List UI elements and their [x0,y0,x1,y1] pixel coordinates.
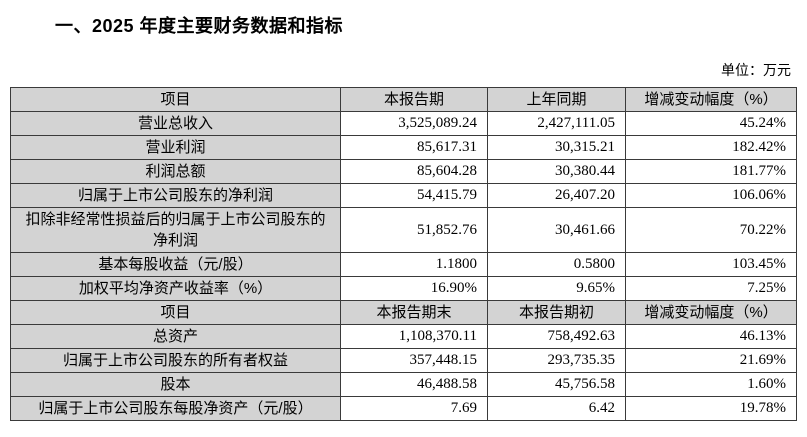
column-header-item: 项目 [10,300,341,325]
column-header-change: 增减变动幅度（%） [625,300,797,325]
prior-value: 6.42 [487,396,626,421]
section2-header-row: 项目 本报告期末 本报告期初 增减变动幅度（%） [10,300,797,325]
current-value: 7.69 [340,396,488,421]
row-label: 扣除非经常性损益后的归属于上市公司股东的净利润 [10,207,341,253]
row-label: 归属于上市公司股东的净利润 [10,183,341,208]
prior-value: 2,427,111.05 [487,111,626,136]
column-header-period-end: 本报告期末 [340,300,488,325]
table-row-weighted-avg-roe: 加权平均净资产收益率（%） 16.90% 9.65% 7.25% [10,276,797,301]
current-value: 46,488.58 [340,372,488,397]
current-value: 51,852.76 [340,207,488,253]
row-label: 归属于上市公司股东每股净资产（元/股） [10,396,341,421]
prior-value: 9.65% [487,276,626,301]
prior-value: 30,461.66 [487,207,626,253]
current-value: 357,448.15 [340,348,488,373]
prior-value: 0.5800 [487,252,626,277]
column-header-period-start: 本报告期初 [487,300,626,325]
row-label: 营业总收入 [10,111,341,136]
change-value: 103.45% [625,252,797,277]
table-row-net-assets-per-share: 归属于上市公司股东每股净资产（元/股） 7.69 6.42 19.78% [10,396,797,421]
change-value: 21.69% [625,348,797,373]
prior-value: 45,756.58 [487,372,626,397]
table-row-equity-attributable: 归属于上市公司股东的所有者权益 357,448.15 293,735.35 21… [10,348,797,373]
prior-value: 30,380.44 [487,159,626,184]
row-label: 营业利润 [10,135,341,160]
column-header-prior-period: 上年同期 [487,87,626,112]
table-row-total-assets: 总资产 1,108,370.11 758,492.63 46.13% [10,324,797,349]
row-label: 股本 [10,372,341,397]
row-label: 总资产 [10,324,341,349]
table-row-net-profit-attributable: 归属于上市公司股东的净利润 54,415.79 26,407.20 106.06… [10,183,797,208]
change-value: 106.06% [625,183,797,208]
current-value: 85,617.31 [340,135,488,160]
change-value: 182.42% [625,135,797,160]
section1-header-row: 项目 本报告期 上年同期 增减变动幅度（%） [10,87,797,112]
change-value: 46.13% [625,324,797,349]
row-label: 归属于上市公司股东的所有者权益 [10,348,341,373]
table-row-total-profit: 利润总额 85,604.28 30,380.44 181.77% [10,159,797,184]
unit-label: 单位：万元 [721,64,791,79]
row-label: 利润总额 [10,159,341,184]
row-label: 基本每股收益（元/股） [10,252,341,277]
table-row-net-profit-excl-nonrecurring: 扣除非经常性损益后的归属于上市公司股东的净利润 51,852.76 30,461… [10,207,797,253]
prior-value: 26,407.20 [487,183,626,208]
change-value: 19.78% [625,396,797,421]
table-row-basic-eps: 基本每股收益（元/股） 1.1800 0.5800 103.45% [10,252,797,277]
column-header-item: 项目 [10,87,341,112]
table-row-operating-profit: 营业利润 85,617.31 30,315.21 182.42% [10,135,797,160]
current-value: 16.90% [340,276,488,301]
table-row-total-revenue: 营业总收入 3,525,089.24 2,427,111.05 45.24% [10,111,797,136]
change-value: 70.22% [625,207,797,253]
current-value: 85,604.28 [340,159,488,184]
page-title: 一、2025 年度主要财务数据和指标 [55,16,344,36]
change-value: 45.24% [625,111,797,136]
current-value: 1.1800 [340,252,488,277]
column-header-change: 增减变动幅度（%） [625,87,797,112]
table-row-share-capital: 股本 46,488.58 45,756.58 1.60% [10,372,797,397]
row-label: 加权平均净资产收益率（%） [10,276,341,301]
prior-value: 30,315.21 [487,135,626,160]
current-value: 3,525,089.24 [340,111,488,136]
financial-indicators-table: 项目 本报告期 上年同期 增减变动幅度（%） 营业总收入 3,525,089.2… [10,87,797,421]
current-value: 1,108,370.11 [340,324,488,349]
change-value: 181.77% [625,159,797,184]
prior-value: 293,735.35 [487,348,626,373]
change-value: 1.60% [625,372,797,397]
column-header-current-period: 本报告期 [340,87,488,112]
current-value: 54,415.79 [340,183,488,208]
table-area: 单位：万元 项目 本报告期 上年同期 增减变动幅度（%） 营业总收入 3,525… [10,60,797,421]
prior-value: 758,492.63 [487,324,626,349]
change-value: 7.25% [625,276,797,301]
